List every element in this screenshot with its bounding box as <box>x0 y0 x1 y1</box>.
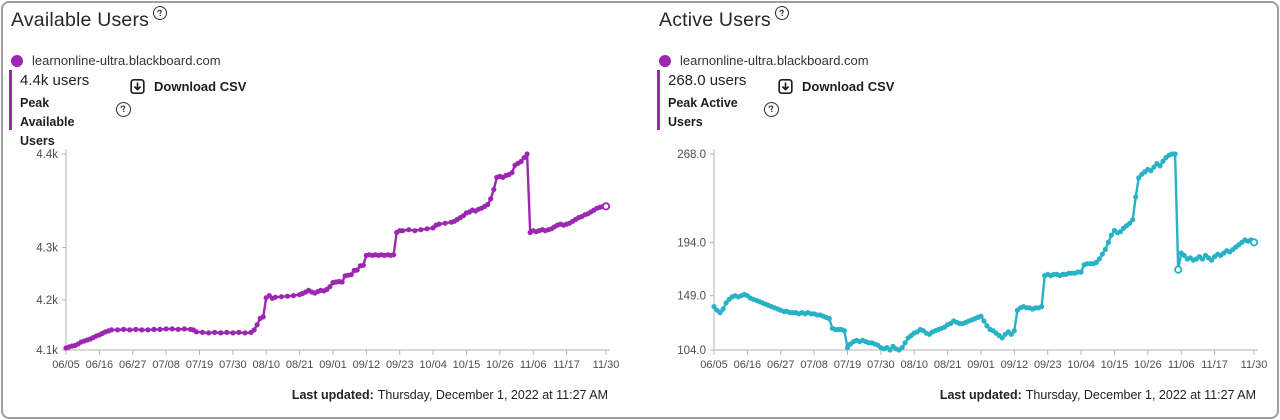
svg-text:11/17: 11/17 <box>553 359 580 371</box>
svg-text:07/08: 07/08 <box>152 359 180 371</box>
svg-text:09/01: 09/01 <box>967 359 995 371</box>
last-updated-label: Last updated: <box>939 388 1022 402</box>
svg-text:11/30: 11/30 <box>1241 359 1268 371</box>
svg-text:06/16: 06/16 <box>734 359 762 371</box>
svg-text:09/23: 09/23 <box>386 359 414 371</box>
svg-text:07/30: 07/30 <box>867 359 895 371</box>
svg-text:07/19: 07/19 <box>834 359 862 371</box>
panel-title-text: Active Users <box>659 9 771 31</box>
svg-text:10/15: 10/15 <box>453 359 481 371</box>
svg-text:194.0: 194.0 <box>677 237 706 249</box>
page-title: Available Users? <box>11 4 169 32</box>
help-icon[interactable]: ? <box>762 100 781 119</box>
peak-stat: 4.4k users Peak Available Users ? <box>9 70 148 148</box>
svg-text:4.3k: 4.3k <box>36 242 58 254</box>
svg-text:10/26: 10/26 <box>1134 359 1162 371</box>
download-icon <box>778 78 793 95</box>
active-users-panel: Active Users? learnonline-ultra.blackboa… <box>650 2 1280 416</box>
svg-text:06/05: 06/05 <box>52 359 80 371</box>
svg-text:06/16: 06/16 <box>86 359 114 371</box>
last-updated-label: Last updated: <box>291 388 374 402</box>
download-icon <box>130 78 145 95</box>
svg-text:10/26: 10/26 <box>486 359 514 371</box>
legend-label: learnonline-ultra.blackboard.com <box>32 53 221 68</box>
peak-stat-value: 268.0 users <box>668 72 747 89</box>
svg-text:09/01: 09/01 <box>319 359 347 371</box>
download-csv-button[interactable]: Download CSV <box>130 78 246 95</box>
peak-stat-label: Peak Active Users <box>668 96 738 129</box>
svg-text:11/17: 11/17 <box>1201 359 1228 371</box>
legend-label: learnonline-ultra.blackboard.com <box>680 53 869 68</box>
help-icon[interactable]: ? <box>151 4 169 22</box>
page-title: Active Users? <box>659 4 791 32</box>
svg-text:06/27: 06/27 <box>767 359 795 371</box>
svg-text:06/27: 06/27 <box>119 359 147 371</box>
svg-text:09/23: 09/23 <box>1034 359 1062 371</box>
legend-dot-icon <box>11 54 23 67</box>
svg-text:268.0: 268.0 <box>677 149 706 161</box>
peak-stat: 268.0 users Peak Active Users ? <box>657 70 796 130</box>
legend: learnonline-ultra.blackboard.com <box>659 53 869 68</box>
svg-text:09/12: 09/12 <box>353 359 381 371</box>
svg-text:11/06: 11/06 <box>1168 359 1195 371</box>
last-updated: Last updated: Thursday, December 1, 2022 … <box>940 388 1256 402</box>
svg-text:10/15: 10/15 <box>1101 359 1129 371</box>
download-csv-label: Download CSV <box>154 79 247 94</box>
svg-text:08/10: 08/10 <box>252 359 280 371</box>
svg-text:11/06: 11/06 <box>520 359 547 371</box>
svg-text:149.0: 149.0 <box>677 291 706 303</box>
svg-text:08/10: 08/10 <box>900 359 928 371</box>
chart-area: 104.0 149.0 194.0 268.0 06/05 06/16 06/27 07/08… <box>650 142 1280 374</box>
svg-text:08/21: 08/21 <box>934 359 962 371</box>
svg-text:4.1k: 4.1k <box>36 345 58 357</box>
chart-area: 4.1k 4.2k 4.3k 4.4k 06/05 06/16 06/27 07/08 07/1… <box>2 142 638 374</box>
svg-text:11/30: 11/30 <box>593 359 620 371</box>
svg-text:07/08: 07/08 <box>800 359 828 371</box>
active-users-chart[interactable]: 104.0 149.0 194.0 268.0 06/05 06/16 06/27 07/08… <box>650 142 1280 374</box>
svg-text:10/04: 10/04 <box>1067 359 1095 371</box>
last-updated-value: Thursday, December 1, 2022 at 11:27 AM <box>1025 388 1256 402</box>
svg-text:06/05: 06/05 <box>700 359 728 371</box>
svg-text:104.0: 104.0 <box>677 345 706 357</box>
peak-stat-label: Peak Available Users <box>20 96 75 148</box>
download-csv-label: Download CSV <box>802 79 895 94</box>
svg-text:08/21: 08/21 <box>286 359 314 371</box>
help-icon[interactable]: ? <box>114 100 133 119</box>
legend-dot-icon <box>659 54 671 67</box>
svg-text:07/30: 07/30 <box>219 359 247 371</box>
download-csv-button[interactable]: Download CSV <box>778 78 894 95</box>
panel-title-text: Available Users <box>11 9 150 31</box>
svg-text:09/12: 09/12 <box>1001 359 1029 371</box>
help-icon[interactable]: ? <box>773 4 791 22</box>
svg-text:10/04: 10/04 <box>419 359 447 371</box>
peak-stat-value: 4.4k users <box>20 72 90 89</box>
available-users-chart[interactable]: 4.1k 4.2k 4.3k 4.4k 06/05 06/16 06/27 07/08 07/1… <box>2 142 638 374</box>
svg-text:07/19: 07/19 <box>186 359 214 371</box>
svg-text:4.2k: 4.2k <box>36 295 58 307</box>
last-updated: Last updated: Thursday, December 1, 2022 … <box>292 388 608 402</box>
last-updated-value: Thursday, December 1, 2022 at 11:27 AM <box>377 388 608 402</box>
svg-text:4.4k: 4.4k <box>36 149 58 161</box>
available-users-panel: Available Users? learnonline-ultra.black… <box>2 2 638 416</box>
legend: learnonline-ultra.blackboard.com <box>11 53 221 68</box>
